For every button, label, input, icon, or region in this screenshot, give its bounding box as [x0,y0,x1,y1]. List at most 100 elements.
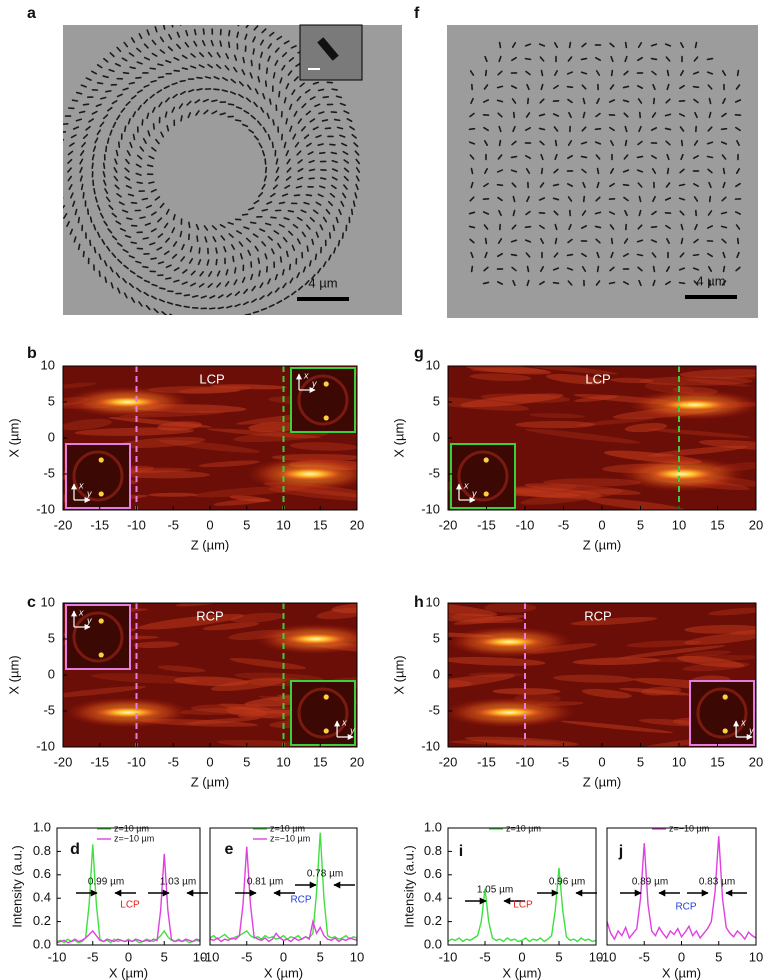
field-streak [289,442,357,451]
nanofin [139,216,146,219]
nanofin [99,212,104,219]
nanofin [200,295,207,299]
nanofin [337,239,341,247]
nanofin [567,140,573,146]
nanofin [568,111,572,119]
nanofin [158,298,166,303]
x-tick-label: 10 [276,517,290,532]
nanofin [636,253,644,257]
inset-spot [98,652,104,658]
scale-bar-label: 4 µm [308,275,337,290]
nanofin [198,64,205,69]
field-streak [529,413,586,419]
nanofin [176,31,181,38]
field-streak [109,470,211,479]
y-tick-label: 1.0 [424,819,442,834]
nanofin [130,296,136,303]
nanofin [314,103,321,108]
nanofin [171,227,176,234]
nanofin [141,119,144,126]
nanofin [179,79,186,83]
field-streak [468,672,524,677]
nanofin [707,210,713,216]
nanofin [111,212,118,218]
nanofin [693,280,699,286]
nanofin [637,266,643,272]
nanofin [484,167,488,175]
nanofin [286,158,291,165]
nanofin [130,37,136,44]
nanofin [305,224,311,230]
field-streak [684,624,756,634]
nanofin [213,76,220,80]
nanofin [722,181,726,189]
nanofin [236,230,242,235]
nanofin [312,81,320,85]
nanofin [70,192,74,199]
nanofin [241,123,249,128]
field-streak [448,680,473,688]
nanofin [581,42,587,48]
nanofin [208,307,216,310]
nanofin [171,82,178,86]
nanofin [305,110,312,116]
nanofin [241,69,246,76]
nanofin [304,279,310,286]
nanofin [296,176,304,181]
nanofin [693,56,699,62]
nanofin [244,313,252,315]
nanofin [610,140,614,146]
panel-letter: c [27,594,36,611]
nanofin [92,145,97,152]
nanofin [268,31,275,37]
nanofin [281,269,285,276]
nanofin [352,200,356,207]
nanofin [278,201,286,205]
nanofin [308,168,316,172]
nanofin [594,127,602,131]
nanofin [666,153,670,161]
nanofin [151,52,158,57]
nanofin [652,97,656,105]
nanofin [96,129,102,136]
nanofin [624,125,628,133]
nanofin [331,159,338,164]
nanofin [274,47,280,53]
nanofin [735,224,741,230]
field-streak [226,706,268,717]
nanofin [166,125,170,132]
inset-ring [297,687,349,739]
nanofin [483,182,489,188]
nanofin [195,110,200,116]
nanofin [680,139,684,147]
nanofin [353,142,359,148]
nanofin [566,253,574,257]
nanofin [330,151,338,155]
nanofin [343,159,350,164]
nanofin [496,169,504,173]
nanofin [99,121,105,128]
nanofin [146,29,150,36]
nanofin [651,252,657,258]
nanofin [552,113,560,117]
nanofin [63,130,67,133]
nanofin [567,280,573,286]
nanofin [143,291,150,297]
nanofin [178,316,182,318]
nanofin [274,175,280,182]
nanofin [300,126,306,132]
nanofin [580,141,588,145]
nanofin [216,52,221,58]
nanofin [248,129,255,134]
field-streak [698,439,756,450]
nanofin [291,244,296,251]
nanofin [498,209,502,217]
inset-spot [483,491,489,497]
nanofin [176,43,182,50]
nanofin [187,318,192,320]
y-tick-label: -5 [428,465,440,480]
nanofin [215,247,218,254]
nanofin [215,258,218,266]
nanofin [281,52,288,58]
field-image [448,603,756,747]
